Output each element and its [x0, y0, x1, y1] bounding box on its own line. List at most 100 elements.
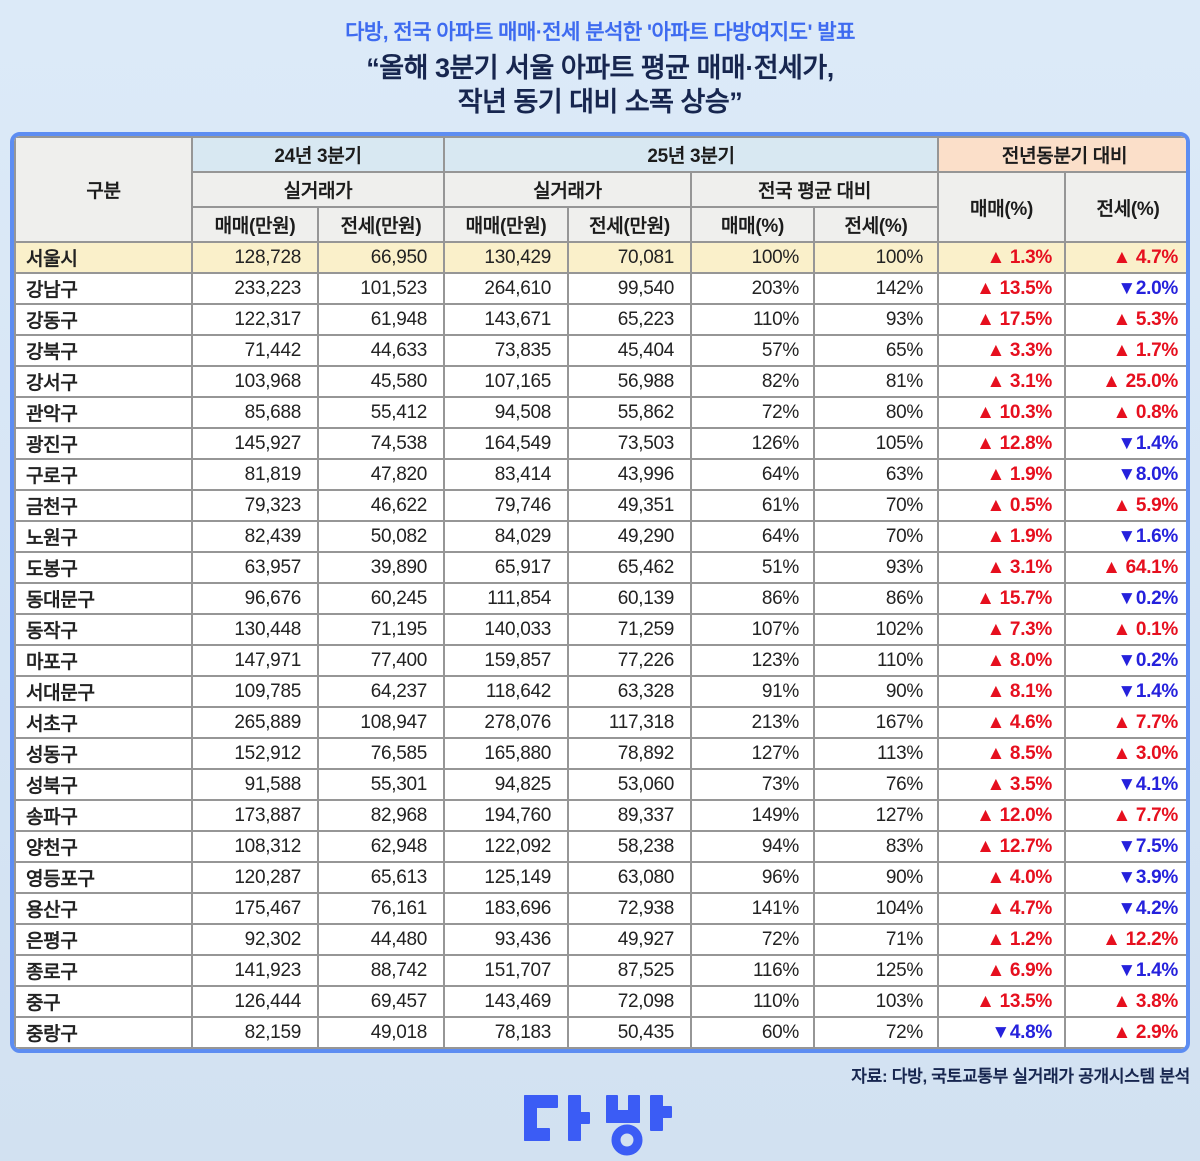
region-cell: 양천구: [14, 830, 193, 863]
col-header-nat-jeonse: 전세(%): [813, 206, 940, 243]
price-cell: 108,312: [191, 830, 319, 863]
change-cell: ▼1.4%: [1064, 427, 1186, 460]
col-header-yoy-sale: 매매(%): [937, 171, 1067, 243]
ratio-cell: 116%: [690, 954, 816, 987]
ratio-cell: 110%: [813, 644, 940, 677]
change-cell: ▼1.4%: [1064, 954, 1186, 987]
price-cell: 63,957: [191, 551, 319, 584]
ratio-cell: 100%: [813, 241, 940, 274]
price-cell: 143,671: [443, 303, 570, 336]
ratio-cell: 65%: [813, 334, 940, 367]
price-cell: 175,467: [191, 892, 319, 925]
price-cell: 130,429: [443, 241, 570, 274]
ratio-cell: 86%: [813, 582, 940, 615]
col-header-region: 구분: [14, 136, 193, 243]
price-cell: 81,819: [191, 458, 319, 491]
region-cell: 성동구: [14, 737, 193, 770]
change-cell: ▲ 13.5%: [937, 272, 1067, 305]
price-cell: 82,159: [191, 1016, 319, 1049]
region-cell: 은평구: [14, 923, 193, 956]
table-row: 은평구 92,302 44,480 93,436 49,927 72% 71% ▲ 1.2% ▲…: [14, 923, 1186, 956]
price-cell: 140,033: [443, 613, 570, 646]
price-cell: 70,081: [567, 241, 693, 274]
price-cell: 82,968: [316, 799, 446, 832]
change-cell: ▼0.2%: [1064, 644, 1186, 677]
region-cell: 강동구: [14, 303, 193, 336]
ratio-cell: 127%: [813, 799, 940, 832]
change-cell: ▲ 0.8%: [1064, 396, 1186, 429]
price-cell: 93,436: [443, 923, 570, 956]
table-row: 서울시 128,728 66,950 130,429 70,081 100% 100% ▲ 1…: [14, 241, 1186, 274]
price-cell: 159,857: [443, 644, 570, 677]
price-cell: 117,318: [567, 706, 693, 739]
ratio-cell: 113%: [813, 737, 940, 770]
change-cell: ▲ 12.0%: [937, 799, 1067, 832]
table-row: 강동구 122,317 61,948 143,671 65,223 110% 93% ▲ 17…: [14, 303, 1186, 336]
price-cell: 65,462: [567, 551, 693, 584]
change-cell: ▲ 1.2%: [937, 923, 1067, 956]
region-cell: 구로구: [14, 458, 193, 491]
price-cell: 72,938: [567, 892, 693, 925]
price-cell: 56,988: [567, 365, 693, 398]
page-title: “올해 3분기 서울 아파트 평균 매매·전세가, 작년 동기 대비 소폭 상승…: [0, 51, 1200, 119]
price-cell: 82,439: [191, 520, 319, 553]
change-cell: ▲ 1.9%: [937, 458, 1067, 491]
ratio-cell: 60%: [690, 1016, 816, 1049]
table-row: 구로구 81,819 47,820 83,414 43,996 64% 63% ▲ 1.9% ▼…: [14, 458, 1186, 491]
price-cell: 58,238: [567, 830, 693, 863]
price-cell: 61,948: [316, 303, 446, 336]
price-cell: 101,523: [316, 272, 446, 305]
ratio-cell: 93%: [813, 551, 940, 584]
price-cell: 278,076: [443, 706, 570, 739]
region-cell: 동대문구: [14, 582, 193, 615]
price-cell: 73,835: [443, 334, 570, 367]
ratio-cell: 72%: [690, 923, 816, 956]
price-cell: 55,412: [316, 396, 446, 429]
ratio-cell: 100%: [690, 241, 816, 274]
price-cell: 130,448: [191, 613, 319, 646]
col-subgroup-vs-national: 전국 평균 대비: [690, 171, 940, 208]
table-row: 성동구 152,912 76,585 165,880 78,892 127% 113% ▲ 8…: [14, 737, 1186, 770]
header-row-subgroups: 실거래가 실거래가 전국 평균 대비 매매(%) 전세(%): [15, 171, 1186, 243]
price-cell: 65,613: [316, 861, 446, 894]
ratio-cell: 63%: [813, 458, 940, 491]
change-cell: ▲ 8.0%: [937, 644, 1067, 677]
col-group-24q3: 24년 3분기: [190, 136, 446, 173]
ratio-cell: 110%: [690, 985, 816, 1018]
region-cell: 서울시: [14, 241, 193, 274]
change-cell: ▲ 4.7%: [937, 892, 1067, 925]
table-row: 도봉구 63,957 39,890 65,917 65,462 51% 93% ▲ 3.1% ▲…: [14, 551, 1186, 584]
price-cell: 55,862: [567, 396, 693, 429]
change-cell: ▲ 3.0%: [1064, 737, 1186, 770]
change-cell: ▼4.8%: [937, 1016, 1067, 1049]
price-cell: 43,996: [567, 458, 693, 491]
change-cell: ▲ 4.0%: [937, 861, 1067, 894]
ratio-cell: 61%: [690, 489, 816, 522]
price-cell: 78,183: [443, 1016, 570, 1049]
ratio-cell: 57%: [690, 334, 816, 367]
price-cell: 118,642: [443, 675, 570, 708]
change-cell: ▲ 6.9%: [937, 954, 1067, 987]
ratio-cell: 90%: [813, 675, 940, 708]
price-cell: 63,080: [567, 861, 693, 894]
price-cell: 91,588: [191, 768, 319, 801]
price-cell: 71,259: [567, 613, 693, 646]
col-group-25q3: 25년 3분기: [443, 136, 940, 173]
price-cell: 122,092: [443, 830, 570, 863]
region-cell: 도봉구: [14, 551, 193, 584]
ratio-cell: 203%: [690, 272, 816, 305]
ratio-cell: 76%: [813, 768, 940, 801]
change-cell: ▲ 3.3%: [937, 334, 1067, 367]
price-cell: 46,622: [316, 489, 446, 522]
price-cell: 78,892: [567, 737, 693, 770]
price-cell: 53,060: [567, 768, 693, 801]
header-row-columns: 매매(만원) 전세(만원) 매매(만원) 전세(만원) 매매(%) 전세(%): [15, 206, 1186, 243]
table-row: 영등포구 120,287 65,613 125,149 63,080 96% 90% ▲ 4.…: [14, 861, 1186, 894]
price-cell: 83,414: [443, 458, 570, 491]
col-header-nat-sale: 매매(%): [690, 206, 816, 243]
ratio-cell: 91%: [690, 675, 816, 708]
price-cell: 64,237: [316, 675, 446, 708]
price-cell: 47,820: [316, 458, 446, 491]
col-subgroup-actual-25: 실거래가: [443, 171, 693, 208]
